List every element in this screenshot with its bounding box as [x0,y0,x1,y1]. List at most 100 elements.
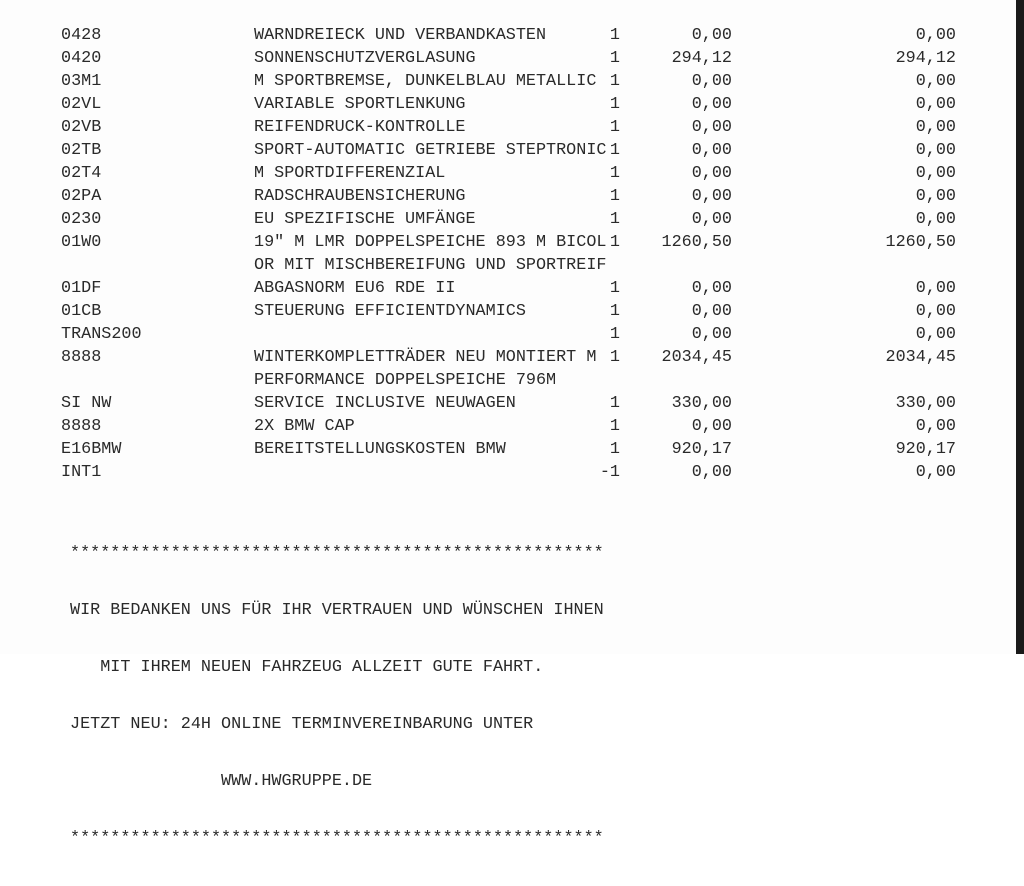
row-code: 01DF [61,279,102,298]
table-row: INT1 -1 0,00 0,00 [0,461,1016,484]
row-code: 02TB [61,141,102,160]
table-row: E16BMW BEREITSTELLUNGSKOSTEN BMW 1 920,17 92… [0,438,1016,461]
table-row: 02PA RADSCHRAUBENSICHERUNG 1 0,00 0,00 [0,185,1016,208]
row-total: 1260,50 [885,233,957,252]
row-desc: SERVICE INCLUSIVE NEUWAGEN [254,394,516,413]
row-desc: VARIABLE SPORTLENKUNG [254,95,466,114]
row-total: 294,12 [895,49,956,68]
row-desc: OR MIT MISCHBEREIFUNG UND SPORTREIF [254,256,607,275]
row-qty: -1 [599,463,620,482]
row-price: 0,00 [691,164,732,183]
row-desc: WARNDREIECK UND VERBANDKASTEN [254,26,547,45]
row-price: 2034,45 [661,348,733,367]
row-qty: 1 [609,394,620,413]
row-desc: RADSCHRAUBENSICHERUNG [254,187,466,206]
row-price: 330,00 [671,394,732,413]
row-code: 02PA [61,187,102,206]
footer-line: JETZT NEU: 24H ONLINE TERMINVEREINBARUNG… [70,715,534,734]
row-price: 920,17 [671,440,732,459]
row-code: 0230 [61,210,102,229]
footer-website: WWW.HWGRUPPE.DE [70,772,373,791]
footer-line: WIR BEDANKEN UNS FÜR IHR VERTRAUEN UND W… [70,601,604,620]
row-code: 01CB [61,302,102,321]
row-total: 0,00 [915,95,956,114]
table-row: PERFORMANCE DOPPELSPEICHE 796M [0,369,1016,392]
row-total: 920,17 [895,440,956,459]
row-total: 330,00 [895,394,956,413]
row-qty: 1 [609,417,620,436]
row-price: 0,00 [691,187,732,206]
table-row: 02VB REIFENDRUCK-KONTROLLE 1 0,00 0,00 [0,116,1016,139]
row-desc: STEUERUNG EFFICIENTDYNAMICS [254,302,526,321]
row-total: 0,00 [915,463,956,482]
row-qty: 1 [609,325,620,344]
table-row: 0420 SONNENSCHUTZVERGLASUNG 1 294,12 294,12 [0,47,1016,70]
row-total: 0,00 [915,164,956,183]
row-total: 0,00 [915,279,956,298]
row-qty: 1 [609,118,620,137]
row-total: 0,00 [915,118,956,137]
table-row: 02T4 M SPORTDIFFERENZIAL 1 0,00 0,00 [0,162,1016,185]
row-price: 0,00 [691,26,732,45]
row-desc: EU SPEZIFISCHE UMFÄNGE [254,210,476,229]
table-row: OR MIT MISCHBEREIFUNG UND SPORTREIF [0,254,1016,277]
row-total: 2034,45 [885,348,957,367]
row-qty: 1 [609,72,620,91]
row-desc: M SPORTBREMSE, DUNKELBLAU METALLIC [254,72,597,91]
row-price: 0,00 [691,325,732,344]
row-qty: 1 [609,440,620,459]
row-total: 0,00 [915,72,956,91]
row-desc: M SPORTDIFFERENZIAL [254,164,446,183]
row-desc: 2X BMW CAP [254,417,355,436]
table-row: 01CB STEUERUNG EFFICIENTDYNAMICS 1 0,00 0,00 [0,300,1016,323]
row-desc: ABGASNORM EU6 RDE II [254,279,456,298]
row-code: TRANS200 [61,325,142,344]
row-desc: PERFORMANCE DOPPELSPEICHE 796M [254,371,557,390]
table-row: 0230 EU SPEZIFISCHE UMFÄNGE 1 0,00 0,00 [0,208,1016,231]
row-code: 01W0 [61,233,102,252]
row-price: 1260,50 [661,233,733,252]
row-total: 0,00 [915,141,956,160]
row-price: 0,00 [691,118,732,137]
row-code: SI NW [61,394,112,413]
footer-stars-bottom: ****************************************… [70,829,604,848]
row-qty: 1 [609,95,620,114]
row-code: E16BMW [61,440,122,459]
footer-message: ****************************************… [70,506,604,886]
footer-stars-top: ****************************************… [70,544,604,563]
row-desc: 19" M LMR DOPPELSPEICHE 893 M BICOL [254,233,607,252]
row-code: 8888 [61,348,102,367]
row-price: 0,00 [691,210,732,229]
row-desc: REIFENDRUCK-KONTROLLE [254,118,466,137]
row-qty: 1 [609,233,620,252]
row-price: 0,00 [691,279,732,298]
table-row: 02VL VARIABLE SPORTLENKUNG 1 0,00 0,00 [0,93,1016,116]
row-price: 294,12 [671,49,732,68]
row-qty: 1 [609,302,620,321]
row-desc: SONNENSCHUTZVERGLASUNG [254,49,476,68]
row-price: 0,00 [691,72,732,91]
row-total: 0,00 [915,417,956,436]
row-qty: 1 [609,141,620,160]
row-total: 0,00 [915,26,956,45]
row-code: INT1 [61,463,102,482]
table-row: 01W0 19" M LMR DOPPELSPEICHE 893 M BICOL 1… [0,231,1016,254]
row-desc: BEREITSTELLUNGSKOSTEN BMW [254,440,506,459]
row-desc: SPORT-AUTOMATIC GETRIEBE STEPTRONIC [254,141,607,160]
invoice-page: 0428 WARNDREIECK UND VERBANDKASTEN 1 0,00 0,… [0,24,1016,848]
row-qty: 1 [609,26,620,45]
row-total: 0,00 [915,187,956,206]
row-code: 0420 [61,49,102,68]
row-price: 0,00 [691,302,732,321]
row-qty: 1 [609,49,620,68]
window-edge [1016,0,1024,654]
row-code: 03M1 [61,72,102,91]
row-price: 0,00 [691,95,732,114]
row-code: 0428 [61,26,102,45]
table-row: 8888 2X BMW CAP 1 0,00 0,00 [0,415,1016,438]
table-row: 0428 WARNDREIECK UND VERBANDKASTEN 1 0,00 0,… [0,24,1016,47]
footer-line: MIT IHREM NEUEN FAHRZEUG ALLZEIT GUTE FA… [70,658,544,677]
row-qty: 1 [609,348,620,367]
row-code: 02VL [61,95,102,114]
row-code: 02T4 [61,164,102,183]
